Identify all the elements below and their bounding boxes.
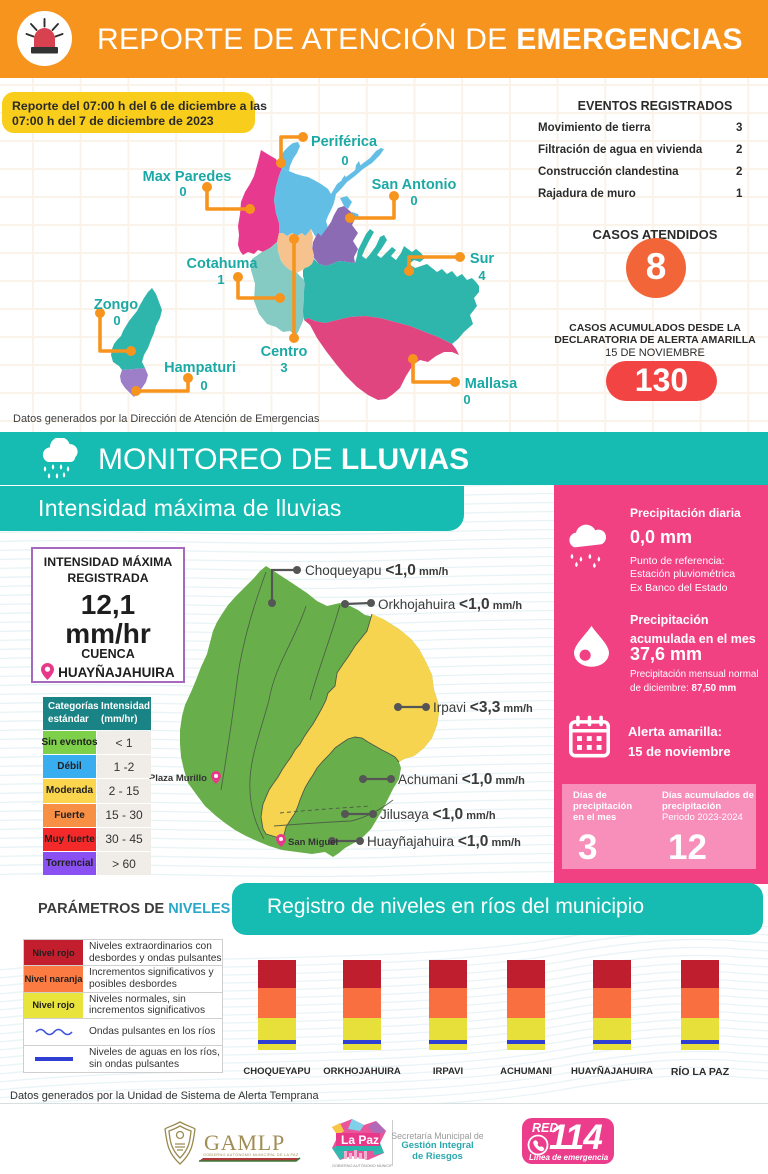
- svg-text:Periférica: Periférica: [311, 134, 378, 150]
- svg-text:GOBIERNO AUTÓNOMO MUNICIPAL DE: GOBIERNO AUTÓNOMO MUNICIPAL DE LA PAZ: [203, 1152, 299, 1157]
- svg-text:Jilusaya <1,0 mm/h: Jilusaya <1,0 mm/h: [380, 806, 496, 823]
- svg-text:GAMLP: GAMLP: [204, 1130, 285, 1155]
- svg-text:0: 0: [200, 378, 207, 393]
- svg-text:Huayñajahuira <1,0 mm/h: Huayñajahuira <1,0 mm/h: [367, 833, 521, 850]
- svg-text:1: 1: [217, 272, 224, 287]
- svg-text:0: 0: [410, 193, 417, 208]
- svg-text:Plaza Murillo: Plaza Murillo: [149, 773, 207, 784]
- svg-text:GOBIERNO AUTÓNOMO MUNICIPAL: GOBIERNO AUTÓNOMO MUNICIPAL: [332, 1163, 392, 1168]
- svg-text:3: 3: [280, 360, 287, 375]
- svg-text:Orkhojahuira <1,0 mm/h: Orkhojahuira <1,0 mm/h: [378, 596, 522, 613]
- svg-text:Max Paredes: Max Paredes: [143, 169, 232, 185]
- svg-text:La Paz: La Paz: [341, 1133, 379, 1147]
- svg-text:Mallasa: Mallasa: [465, 376, 518, 392]
- svg-text:0: 0: [179, 184, 186, 199]
- svg-text:Sur: Sur: [470, 251, 495, 267]
- svg-text:San Miguel: San Miguel: [288, 837, 338, 848]
- svg-text:0: 0: [341, 153, 348, 168]
- svg-text:Centro: Centro: [261, 344, 308, 360]
- svg-text:San Antonio: San Antonio: [372, 177, 457, 193]
- svg-text:Irpavi <3,3 mm/h: Irpavi <3,3 mm/h: [433, 699, 533, 716]
- svg-text:Choqueyapu <1,0 mm/h: Choqueyapu <1,0 mm/h: [305, 562, 449, 579]
- svg-text:Hampaturi: Hampaturi: [164, 360, 236, 376]
- svg-text:Cotahuma: Cotahuma: [187, 256, 259, 272]
- svg-text:0: 0: [113, 313, 120, 328]
- svg-text:4: 4: [478, 268, 486, 283]
- svg-text:Achumani <1,0 mm/h: Achumani <1,0 mm/h: [398, 771, 525, 788]
- svg-text:Zongo: Zongo: [94, 297, 138, 313]
- svg-text:0: 0: [463, 392, 470, 407]
